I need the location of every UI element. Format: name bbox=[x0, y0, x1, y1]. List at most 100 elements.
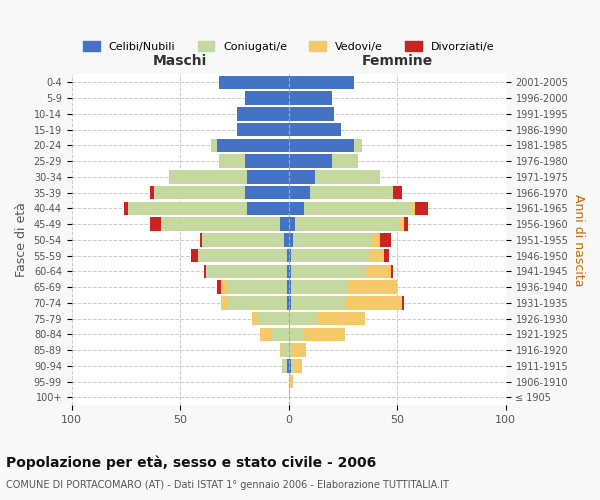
Bar bbox=[280, 344, 282, 357]
Bar bbox=[380, 233, 391, 246]
Bar bbox=[293, 233, 371, 246]
Bar bbox=[289, 92, 332, 105]
Bar bbox=[161, 218, 280, 231]
Bar bbox=[317, 312, 365, 326]
Bar bbox=[332, 154, 358, 168]
Bar bbox=[289, 312, 317, 326]
Text: Popolazione per età, sesso e stato civile - 2006: Popolazione per età, sesso e stato civil… bbox=[6, 455, 376, 469]
Bar bbox=[295, 218, 400, 231]
Bar bbox=[404, 218, 408, 231]
Bar bbox=[150, 186, 154, 200]
Bar bbox=[289, 202, 304, 215]
Bar bbox=[291, 264, 365, 278]
Bar bbox=[236, 107, 289, 120]
Bar bbox=[289, 359, 291, 372]
Bar bbox=[347, 280, 397, 294]
Bar bbox=[236, 123, 289, 136]
Bar bbox=[221, 296, 228, 310]
Bar bbox=[354, 138, 362, 152]
Bar bbox=[412, 202, 415, 215]
Bar bbox=[197, 249, 287, 262]
Text: Maschi: Maschi bbox=[153, 54, 207, 68]
Bar bbox=[221, 280, 228, 294]
Bar bbox=[260, 328, 271, 341]
Bar bbox=[219, 154, 245, 168]
Text: Femmine: Femmine bbox=[362, 54, 433, 68]
Bar bbox=[393, 186, 401, 200]
Bar bbox=[259, 312, 289, 326]
Bar bbox=[191, 249, 197, 262]
Bar bbox=[202, 233, 284, 246]
Bar bbox=[280, 218, 289, 231]
Text: COMUNE DI PORTACOMARO (AT) - Dati ISTAT 1° gennaio 2006 - Elaborazione TUTTITALI: COMUNE DI PORTACOMARO (AT) - Dati ISTAT … bbox=[6, 480, 449, 490]
Bar bbox=[289, 296, 291, 310]
Bar bbox=[400, 218, 404, 231]
Y-axis label: Fasce di età: Fasce di età bbox=[15, 202, 28, 278]
Bar bbox=[289, 328, 304, 341]
Bar bbox=[206, 264, 287, 278]
Bar bbox=[169, 170, 247, 183]
Bar bbox=[245, 92, 289, 105]
Bar bbox=[217, 280, 221, 294]
Bar bbox=[287, 264, 289, 278]
Bar bbox=[291, 249, 369, 262]
Bar bbox=[315, 170, 380, 183]
Bar bbox=[304, 328, 345, 341]
Bar bbox=[128, 202, 247, 215]
Bar bbox=[415, 202, 428, 215]
Bar bbox=[289, 218, 295, 231]
Legend: Celibi/Nubili, Coniugati/e, Vedovi/e, Divorziati/e: Celibi/Nubili, Coniugati/e, Vedovi/e, Di… bbox=[79, 37, 499, 56]
Bar bbox=[365, 264, 391, 278]
Bar bbox=[289, 233, 293, 246]
Bar bbox=[391, 264, 393, 278]
Bar bbox=[154, 186, 245, 200]
Bar bbox=[217, 138, 289, 152]
Bar bbox=[252, 312, 259, 326]
Bar bbox=[200, 233, 202, 246]
Bar bbox=[289, 280, 291, 294]
Bar bbox=[291, 359, 293, 372]
Bar bbox=[282, 344, 289, 357]
Bar bbox=[371, 233, 380, 246]
Bar bbox=[289, 123, 341, 136]
Bar bbox=[219, 76, 289, 89]
Bar bbox=[291, 344, 306, 357]
Bar bbox=[289, 76, 354, 89]
Bar bbox=[291, 280, 347, 294]
Bar bbox=[271, 328, 289, 341]
Bar bbox=[289, 344, 291, 357]
Bar bbox=[293, 359, 302, 372]
Bar bbox=[369, 249, 384, 262]
Bar bbox=[287, 280, 289, 294]
Bar bbox=[211, 138, 217, 152]
Bar bbox=[287, 296, 289, 310]
Bar bbox=[289, 264, 291, 278]
Bar bbox=[287, 249, 289, 262]
Bar bbox=[291, 296, 345, 310]
Bar bbox=[247, 170, 289, 183]
Y-axis label: Anni di nascita: Anni di nascita bbox=[572, 194, 585, 286]
Bar bbox=[345, 296, 401, 310]
Bar bbox=[228, 280, 287, 294]
Bar bbox=[401, 296, 404, 310]
Bar bbox=[150, 218, 161, 231]
Bar bbox=[247, 202, 289, 215]
Bar bbox=[287, 359, 289, 372]
Bar bbox=[384, 249, 389, 262]
Bar bbox=[204, 264, 206, 278]
Bar bbox=[245, 154, 289, 168]
Bar bbox=[289, 154, 332, 168]
Bar bbox=[289, 249, 291, 262]
Bar bbox=[310, 186, 393, 200]
Bar bbox=[282, 359, 287, 372]
Bar bbox=[289, 186, 310, 200]
Bar bbox=[228, 296, 287, 310]
Bar bbox=[284, 233, 289, 246]
Bar bbox=[289, 107, 334, 120]
Bar bbox=[245, 186, 289, 200]
Bar bbox=[124, 202, 128, 215]
Bar bbox=[289, 138, 354, 152]
Bar bbox=[289, 375, 293, 388]
Bar bbox=[289, 170, 315, 183]
Bar bbox=[304, 202, 412, 215]
